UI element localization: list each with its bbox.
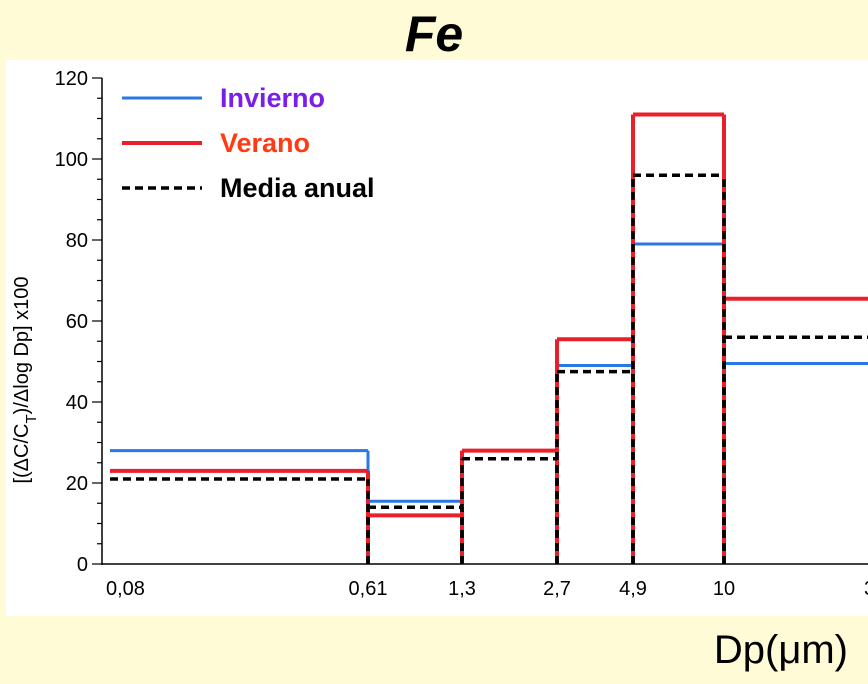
x-tick-label: 0,61 bbox=[349, 578, 388, 600]
y-tick-label: 80 bbox=[66, 230, 88, 252]
y-tick-label: 120 bbox=[55, 68, 88, 90]
x-tick-label: 10 bbox=[713, 578, 735, 600]
series-layer bbox=[110, 112, 868, 564]
y-tick-label: 40 bbox=[66, 392, 88, 414]
legend-label: Invierno bbox=[220, 83, 325, 113]
series-invierno bbox=[110, 242, 868, 564]
x-tick-label: 30 bbox=[864, 578, 868, 600]
y-tick-label: 20 bbox=[66, 473, 88, 495]
x-tick-label: 1,3 bbox=[448, 578, 476, 600]
x-tick-label: 4,9 bbox=[619, 578, 647, 600]
y-tick-label: 100 bbox=[55, 149, 88, 171]
x-tick-label: 2,7 bbox=[543, 578, 571, 600]
series-media-anual bbox=[110, 173, 868, 564]
legend: Invierno Verano Media anual bbox=[122, 83, 375, 203]
legend-label: Media anual bbox=[220, 173, 375, 203]
legend-label: Verano bbox=[220, 128, 310, 158]
axes: 0 20 40 60 80 100 120 0,08 0,61 1,3 2,7 4,9 10 30 bbox=[55, 68, 868, 600]
chart-svg: 0 20 40 60 80 100 120 0,08 0,61 1,3 2,7 4,9 10 30 Inv… bbox=[11, 68, 868, 600]
plot-panel: 0 20 40 60 80 100 120 0,08 0,61 1,3 2,7 4,9 10 30 Inv… bbox=[6, 60, 868, 616]
x-axis-label: Dp(μm) bbox=[713, 628, 848, 672]
y-tick-label: 60 bbox=[66, 311, 88, 333]
x-tick-label: 0,08 bbox=[106, 578, 145, 600]
chart-title: Fe bbox=[404, 6, 464, 62]
y-axis-label: [(ΔC/CT)/Δlog Dp] x100 bbox=[11, 276, 40, 483]
y-tick-label: 0 bbox=[77, 554, 88, 576]
